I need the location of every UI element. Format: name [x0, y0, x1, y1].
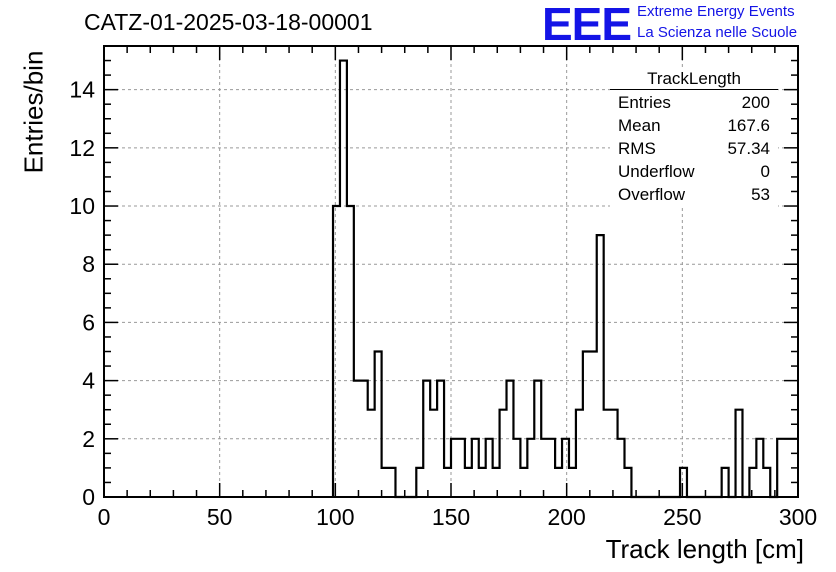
- chart-title: CATZ-01-2025-03-18-00001: [84, 9, 373, 35]
- stats-value: 57.34: [727, 139, 770, 158]
- x-tick-label: 50: [207, 504, 233, 530]
- stats-value: 200: [741, 93, 770, 112]
- y-tick-label: 4: [82, 368, 95, 394]
- y-tick-label: 14: [69, 77, 95, 103]
- y-tick-label: 12: [69, 135, 95, 161]
- x-tick-label: 0: [98, 504, 111, 530]
- stats-row-overflow: Overflow 53: [618, 185, 770, 207]
- y-tick-label: 2: [82, 426, 95, 452]
- stats-key: Underflow: [618, 162, 695, 181]
- stats-value: 0: [760, 162, 770, 181]
- y-axis-label: Entries/bin: [18, 50, 49, 174]
- stats-divider: [610, 89, 778, 90]
- x-tick-label: 150: [432, 504, 470, 530]
- y-tick-label: 8: [82, 251, 95, 277]
- y-tick-label: 0: [82, 484, 95, 510]
- x-tick-label: 300: [779, 504, 817, 530]
- stats-box: TrackLength Entries 200 Mean 167.6 RMS 5…: [610, 67, 778, 207]
- stats-key: Mean: [618, 116, 661, 135]
- stats-value: 167.6: [727, 116, 770, 135]
- stats-title: TrackLength: [647, 69, 741, 88]
- stats-key: Entries: [618, 93, 671, 112]
- plot-frame: [103, 45, 799, 498]
- stats-key: RMS: [618, 139, 656, 158]
- stats-row-rms: RMS 57.34: [618, 139, 770, 161]
- stats-row-mean: Mean 167.6: [618, 116, 770, 138]
- x-axis-label: Track length [cm]: [605, 534, 804, 564]
- logo-text-line1: Extreme Energy Events: [637, 3, 795, 20]
- stats-key: Overflow: [618, 185, 686, 204]
- tick-labels: 0 50 100 150 200 250 300 0 2 4 6 8 10 12 14: [69, 77, 817, 530]
- logo-text-line2: La Scienza nelle Scuole: [637, 24, 798, 41]
- x-tick-label: 250: [663, 504, 701, 530]
- stats-row-underflow: Underflow 0: [618, 162, 770, 184]
- eee-logo: EEE: [542, 0, 632, 50]
- x-tick-label: 200: [547, 504, 585, 530]
- stats-value: 53: [751, 185, 770, 204]
- x-tick-label: 100: [316, 504, 354, 530]
- y-tick-label: 6: [82, 309, 95, 335]
- stats-row-entries: Entries 200: [618, 93, 770, 115]
- y-tick-label: 10: [69, 193, 95, 219]
